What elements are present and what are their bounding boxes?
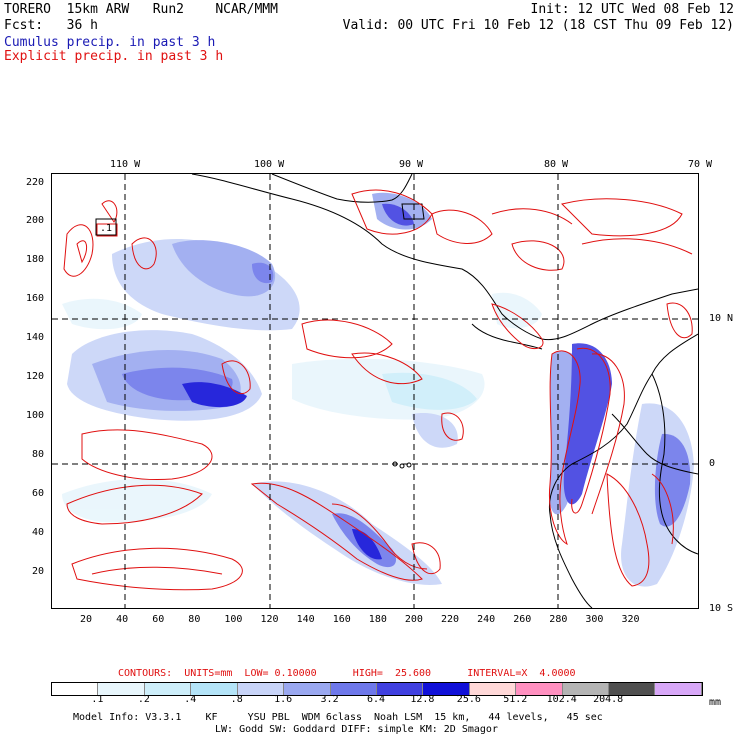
colorbar-tick-label: .4	[184, 694, 197, 705]
x-label: 100	[224, 614, 243, 625]
colorbar-tick-label: 204.8	[593, 694, 624, 705]
explicit-precip-contours	[63, 189, 693, 591]
colorbar-swatch	[52, 683, 99, 695]
label-box	[95, 218, 117, 236]
lat-label-10s: 10 S	[709, 603, 734, 614]
lon-label-100w: 100 W	[254, 159, 285, 170]
x-label: 80	[188, 614, 201, 625]
x-label: 20	[80, 614, 93, 625]
colorbar-tick-label: .2	[137, 694, 150, 705]
colorbar-tick-label: 1.6	[274, 694, 293, 705]
lon-label-110w: 110 W	[110, 159, 141, 170]
colorbar-swatch	[98, 683, 145, 695]
header-forecast-hour: Fcst: 36 h	[4, 18, 98, 33]
header-model-title: TORERO 15km ARW Run2 NCAR/MMM	[4, 2, 278, 17]
y-label: 60	[32, 488, 45, 499]
y-label: 100	[26, 410, 45, 421]
x-label: 240	[477, 614, 496, 625]
colorbar-swatch	[609, 683, 656, 695]
x-label: 120	[260, 614, 279, 625]
precipitation-map: .1	[51, 173, 699, 609]
colorbar-swatch	[516, 683, 563, 695]
colorbar-tick-label: 3.2	[320, 694, 339, 705]
y-label: 140	[26, 332, 45, 343]
contour-info: CONTOURS: UNITS=mm LOW= 0.10000 HIGH= 25…	[118, 668, 576, 679]
lat-label-10n: 10 N	[709, 313, 734, 324]
x-label: 200	[404, 614, 423, 625]
map-svg: .1	[52, 174, 698, 608]
lat-lon-grid	[52, 174, 698, 608]
colorbar-tick-label: 12.8	[410, 694, 435, 705]
y-label: 160	[26, 293, 45, 304]
x-label: 320	[621, 614, 640, 625]
colorbar-tick-label: 51.2	[503, 694, 528, 705]
colorbar-units: mm	[709, 697, 722, 708]
header-init-time: Init: 12 UTC Wed 08 Feb 12	[530, 2, 735, 17]
cumulus-precip-field	[62, 192, 694, 587]
lon-label-80w: 80 W	[544, 159, 569, 170]
colorbar	[51, 682, 703, 696]
x-label: 180	[368, 614, 387, 625]
colorbar-swatch	[655, 683, 702, 695]
x-label: 300	[585, 614, 604, 625]
legend-explicit: Explicit precip. in past 3 h	[4, 49, 224, 64]
legend-cumulus: Cumulus precip. in past 3 h	[4, 35, 216, 50]
colorbar-swatch	[469, 683, 517, 695]
colorbar-swatch	[423, 683, 470, 695]
colorbar-swatch	[144, 683, 192, 695]
x-label: 60	[152, 614, 165, 625]
colorbar-tick-label: 25.6	[456, 694, 481, 705]
x-label: 220	[441, 614, 460, 625]
y-label: 40	[32, 527, 45, 538]
colorbar-swatch	[191, 683, 238, 695]
box-label: .1	[100, 223, 112, 234]
lon-label-70w: 70 W	[688, 159, 713, 170]
x-label: 260	[513, 614, 532, 625]
colorbar-tick-label: .8	[230, 694, 243, 705]
x-label: 40	[116, 614, 129, 625]
y-label: 20	[32, 566, 45, 577]
colorbar-tick-label: .1	[91, 694, 104, 705]
footer-physics-info: LW: Godd SW: Goddard DIFF: simple KM: 2D…	[215, 724, 498, 735]
y-label: 180	[26, 254, 45, 265]
y-label: 220	[26, 177, 45, 188]
x-label: 280	[549, 614, 568, 625]
colorbar-swatch	[237, 683, 285, 695]
colorbar-tick-label: 6.4	[366, 694, 386, 705]
colorbar-tick-label: 102.4	[546, 694, 577, 705]
colorbar-swatch	[562, 683, 610, 695]
colorbar-swatch	[284, 683, 331, 695]
y-label: 200	[26, 215, 45, 226]
lat-label-eq: 0	[709, 458, 716, 469]
x-label: 140	[296, 614, 315, 625]
y-label: 80	[32, 449, 45, 460]
y-label: 120	[26, 371, 45, 382]
colorbar-swatch	[376, 683, 424, 695]
colorbar-swatch	[330, 683, 377, 695]
footer-model-info: Model Info: V3.3.1 KF YSU PBL WDM 6class…	[73, 712, 603, 723]
x-label: 160	[332, 614, 351, 625]
header-valid-time: Valid: 00 UTC Fri 10 Feb 12 (18 CST Thu …	[342, 18, 734, 33]
galapagos-islands	[392, 461, 412, 469]
lon-label-90w: 90 W	[399, 159, 424, 170]
